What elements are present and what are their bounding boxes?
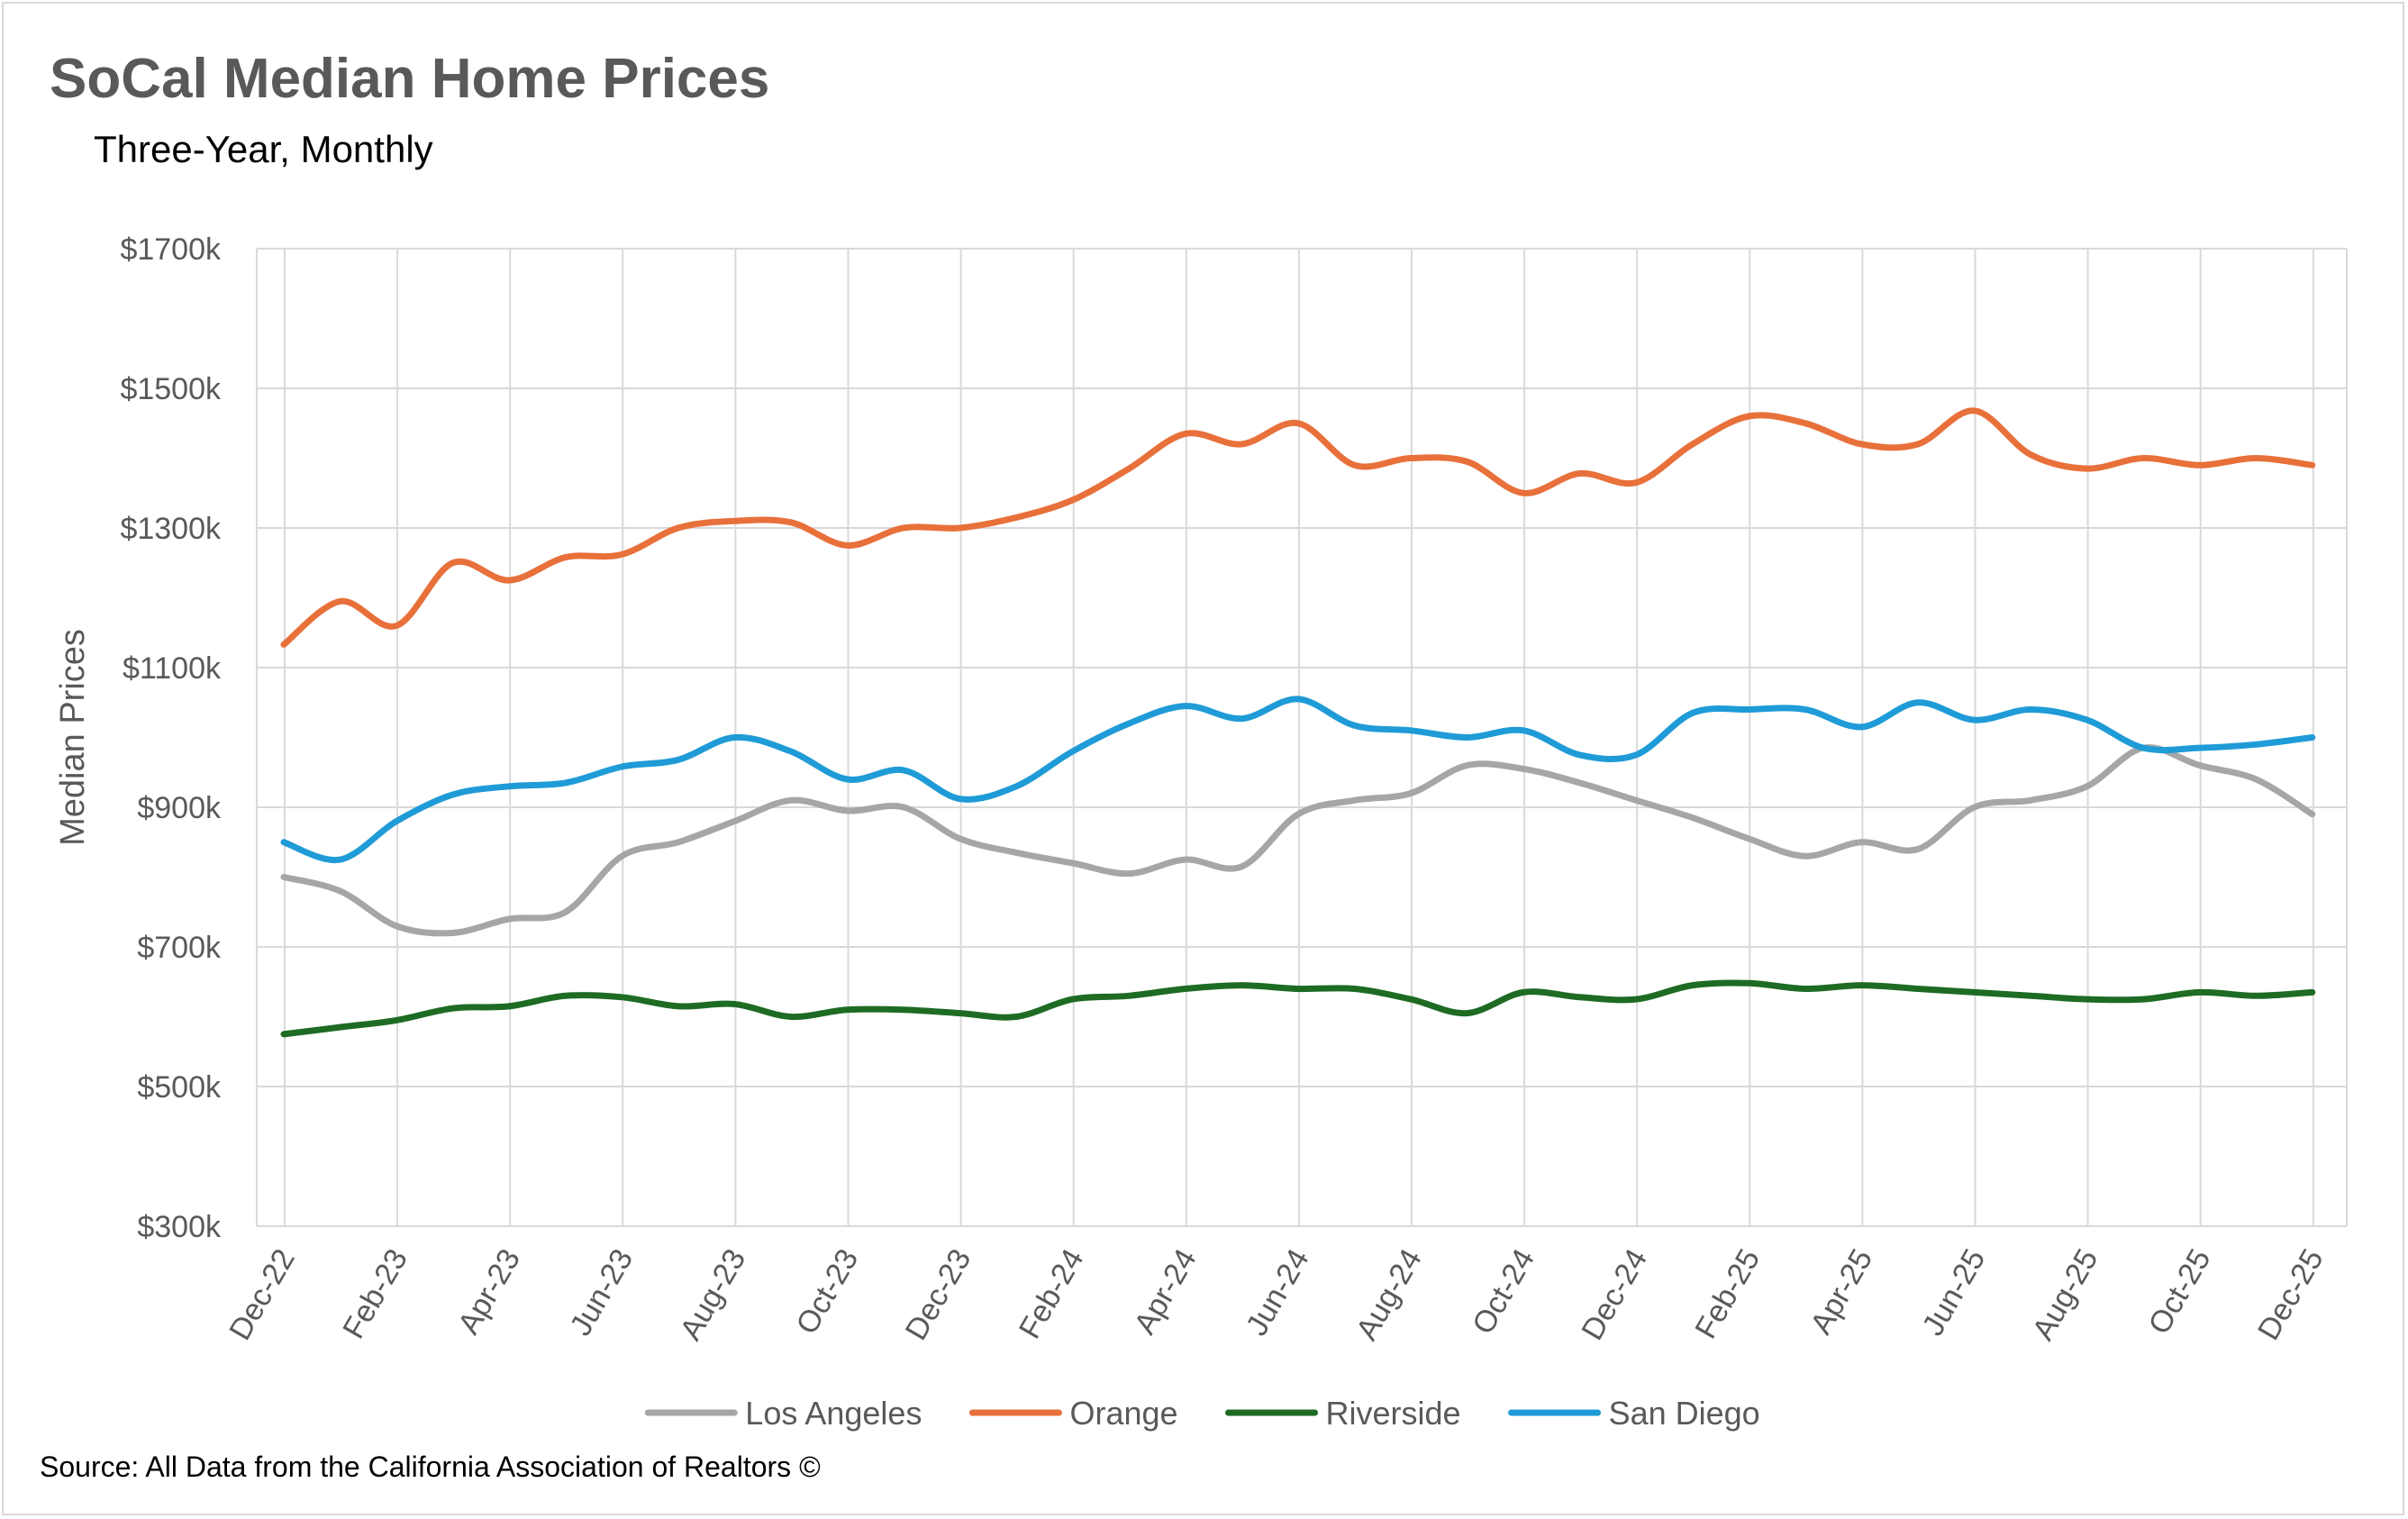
legend: Los Angeles Orange Riverside San Diego xyxy=(644,1395,1760,1432)
y-tick-label: $900k xyxy=(137,791,222,825)
y-tick-label: $300k xyxy=(137,1210,222,1244)
x-tick-label: Aug-25 xyxy=(2026,1243,2105,1346)
x-tick-label: Aug-23 xyxy=(674,1243,753,1346)
series-line-san-diego xyxy=(280,696,2316,864)
x-tick-label: Dec-25 xyxy=(2251,1243,2331,1346)
y-tick-label: $500k xyxy=(137,1070,222,1105)
legend-label-san-diego: San Diego xyxy=(1609,1395,1760,1432)
legend-label-los-angeles: Los Angeles xyxy=(745,1395,922,1432)
x-tick-label: Dec-22 xyxy=(223,1243,302,1346)
series-line-orange xyxy=(280,407,2316,648)
x-tick-label: Oct-25 xyxy=(2142,1243,2218,1340)
legend-label-riverside: Riverside xyxy=(1326,1395,1461,1432)
x-tick-label: Feb-25 xyxy=(1688,1243,1767,1344)
series-line-los-angeles xyxy=(280,744,2316,937)
x-tick-label: Jun-24 xyxy=(1240,1243,1316,1342)
x-tick-label: Feb-23 xyxy=(336,1243,414,1344)
legend-label-orange: Orange xyxy=(1069,1395,1177,1432)
x-tick-label: Dec-24 xyxy=(1575,1243,1654,1346)
x-tick-label: Jun-23 xyxy=(563,1243,640,1342)
grid-lines xyxy=(256,248,2348,1227)
y-tick-label: $1500k xyxy=(120,372,222,406)
x-tick-label: Aug-24 xyxy=(1349,1243,1429,1346)
legend-item-los-angeles[interactable]: Los Angeles xyxy=(644,1395,922,1432)
legend-item-riverside[interactable]: Riverside xyxy=(1225,1395,1461,1432)
x-tick-label: Apr-23 xyxy=(451,1243,527,1340)
source-note: Source: All Data from the California Ass… xyxy=(40,1451,821,1483)
x-tick-label: Dec-23 xyxy=(899,1243,978,1346)
y-axis-title: Median Prices xyxy=(54,629,92,846)
x-tick-label: Oct-24 xyxy=(1466,1243,1541,1340)
y-tick-label: $1100k xyxy=(123,651,222,686)
x-tick-label: Feb-24 xyxy=(1013,1243,1091,1344)
x-tick-label: Apr-25 xyxy=(1804,1243,1879,1340)
x-tick-label: Jun-25 xyxy=(1916,1243,1993,1342)
legend-item-orange[interactable]: Orange xyxy=(968,1395,1178,1432)
chart-subtitle: Three-Year, Monthly xyxy=(94,128,433,170)
axes: $300k $500k $700k $900k $1100k $1300k $1500k $1… xyxy=(54,232,2331,1346)
x-tick-label: Oct-23 xyxy=(789,1243,865,1340)
legend-item-san-diego[interactable]: San Diego xyxy=(1508,1395,1760,1432)
series-line-riverside xyxy=(280,979,2316,1038)
y-tick-label: $700k xyxy=(137,931,222,965)
y-tick-label: $1700k xyxy=(120,232,222,267)
series-lines xyxy=(280,407,2316,1038)
y-tick-label: $1300k xyxy=(120,512,222,546)
chart-title: SoCal Median Home Prices xyxy=(50,48,770,110)
x-tick-label: Apr-24 xyxy=(1128,1243,1204,1340)
